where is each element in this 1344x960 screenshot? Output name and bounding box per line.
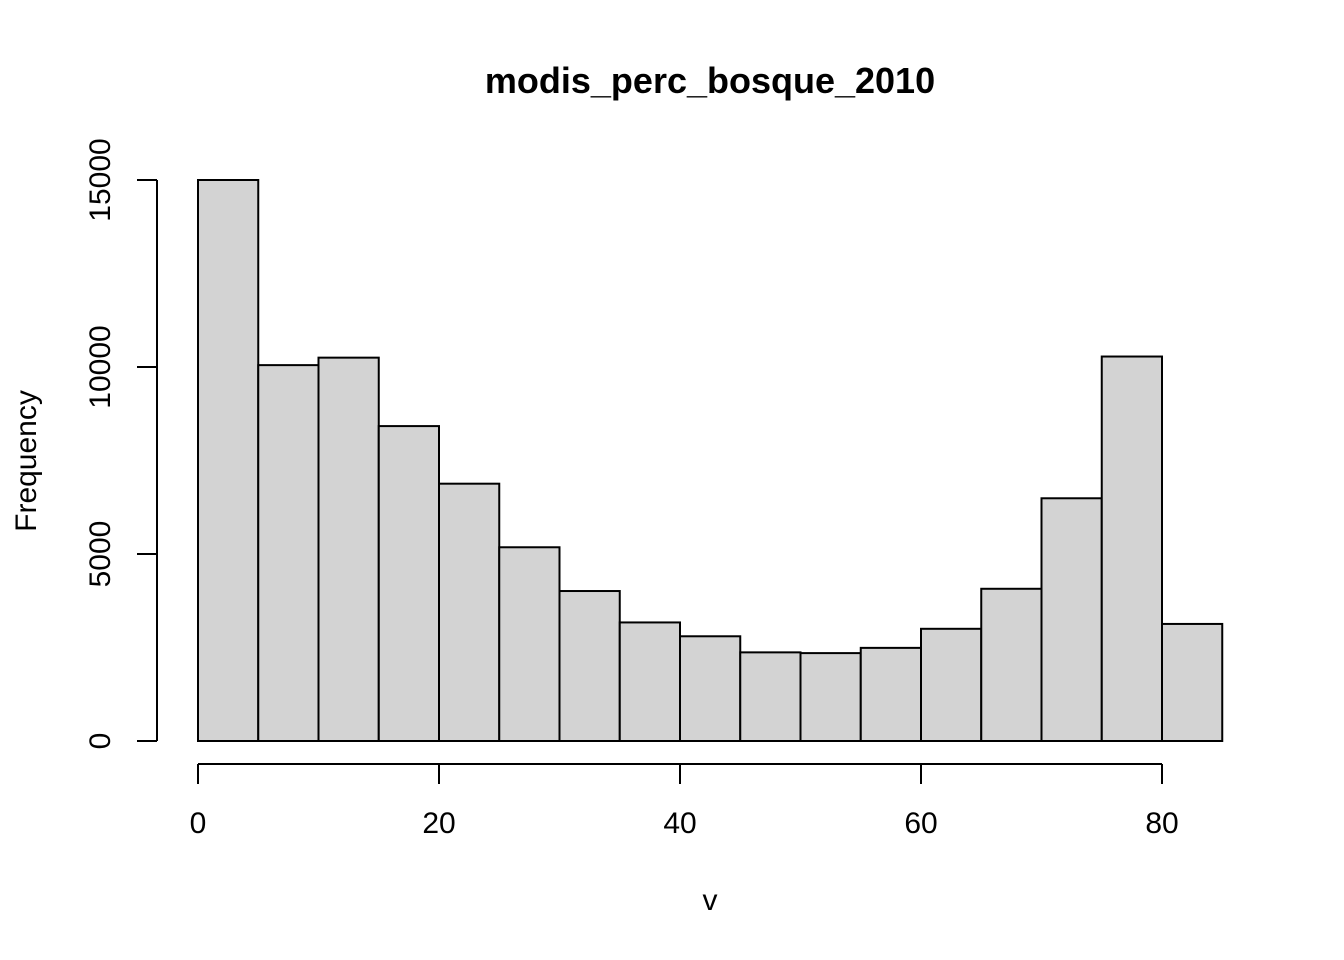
x-tick-label: 0 [190,807,207,840]
x-tick-label: 80 [1145,807,1178,840]
histogram-bar-11 [859,646,922,743]
histogram-bar-15 [1100,355,1163,742]
histogram-bar-6 [558,590,621,742]
y-tick-label: 5000 [84,521,117,588]
histogram-bar-13 [980,587,1043,742]
histogram-bar-16 [1161,622,1224,742]
y-axis-label: Frequency [10,390,43,532]
histogram-bar-10 [799,652,862,742]
x-axis-label: v [703,884,718,917]
histogram-bar-1 [257,364,320,742]
histogram-bar-14 [1040,497,1103,742]
histogram-bar-12 [920,627,983,742]
x-tick-label: 60 [904,807,937,840]
histogram-bar-2 [317,356,380,742]
chart-title: modis_perc_bosque_2010 [485,60,935,101]
y-axis: 0 5000 10000 15000 [84,138,158,750]
x-axis: 0 20 40 60 80 [190,763,1179,840]
histogram-bar-7 [618,621,681,743]
y-tick-label: 15000 [84,138,117,221]
bars-group [197,179,1224,743]
histogram-bar-8 [679,635,742,743]
y-tick-label: 0 [84,733,117,750]
x-tick-label: 20 [422,807,455,840]
histogram-bar-3 [377,425,440,742]
histogram-bar-0 [197,179,260,742]
y-tick-label: 10000 [84,325,117,408]
histogram-bar-5 [498,546,561,742]
x-tick-label: 40 [663,807,696,840]
histogram-bar-9 [739,651,802,742]
histogram-bar-4 [438,482,501,742]
